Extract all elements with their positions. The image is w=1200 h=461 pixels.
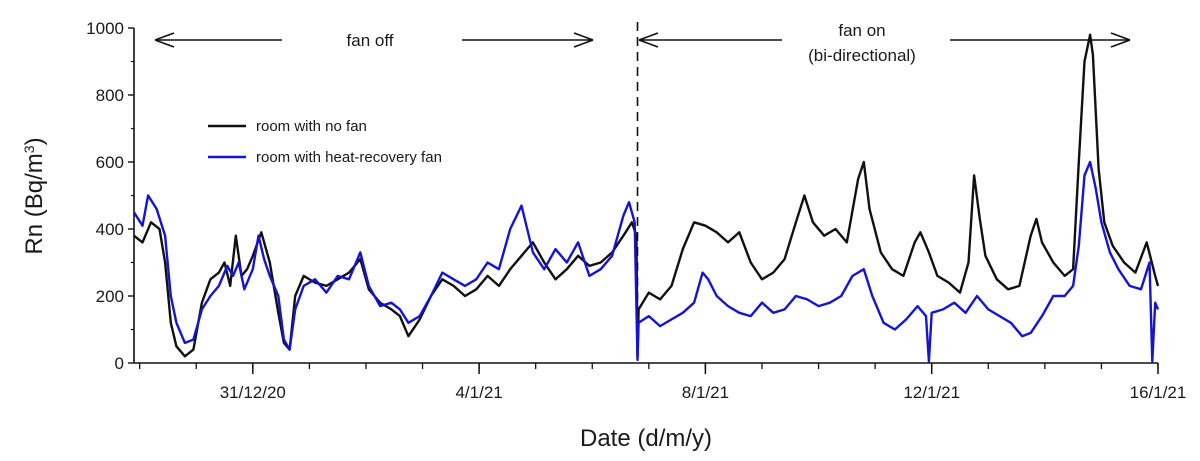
x-tick-label: 12/1/21 (903, 383, 960, 402)
legend-label-no-fan: room with no fan (256, 118, 367, 135)
x-tick-label: 31/12/20 (220, 383, 286, 402)
y-axis-title: Rn (Bq/m3) (21, 137, 48, 254)
legend-label-heat-recovery: room with heat-recovery fan (256, 149, 442, 166)
fan-on-label: fan on (838, 21, 885, 40)
fan-off-arrow-left-head (154, 32, 175, 48)
fan-on-arrow-left-head (638, 32, 659, 48)
legend: room with no fan room with heat-recovery… (208, 118, 442, 166)
y-tick-label: 400 (96, 220, 124, 239)
series-line-no-fan (133, 33, 1160, 358)
series-line-heat-recovery (132, 160, 1160, 363)
y-axis-title-close: ) (21, 137, 48, 145)
fan-off-arrow-right-head (573, 32, 594, 48)
x-tick-label: 4/1/21 (455, 383, 502, 402)
fan-on-arrow (638, 32, 1131, 48)
y-tick-label: 800 (96, 86, 124, 105)
fan-off-label: fan off (347, 31, 394, 50)
x-tick-label: 8/1/21 (682, 383, 729, 402)
y-tick-label: 200 (96, 287, 124, 306)
ticks: 0 200 400 600 800 1000 31/12/20 4/1/21 8/1/21 12/… (86, 19, 1186, 402)
annotations: fan off fan on (bi-directional) (154, 21, 1131, 363)
fan-on-arrow-right-head (1110, 32, 1131, 48)
x-tick-label: 16/1/21 (1130, 383, 1187, 402)
y-tick-label: 600 (96, 153, 124, 172)
fan-off-arrow (154, 32, 594, 48)
y-tick-label: 1000 (86, 19, 124, 38)
series-lines (132, 33, 1160, 363)
y-tick-label: 0 (115, 354, 124, 373)
y-axis-title-main: Rn (Bq/m (21, 153, 48, 254)
fan-on-sublabel: (bi-directional) (808, 46, 916, 65)
y-axis-title-sup: 3 (21, 145, 37, 153)
axes (133, 28, 1158, 364)
x-axis-title: Date (d/m/y) (580, 425, 712, 452)
